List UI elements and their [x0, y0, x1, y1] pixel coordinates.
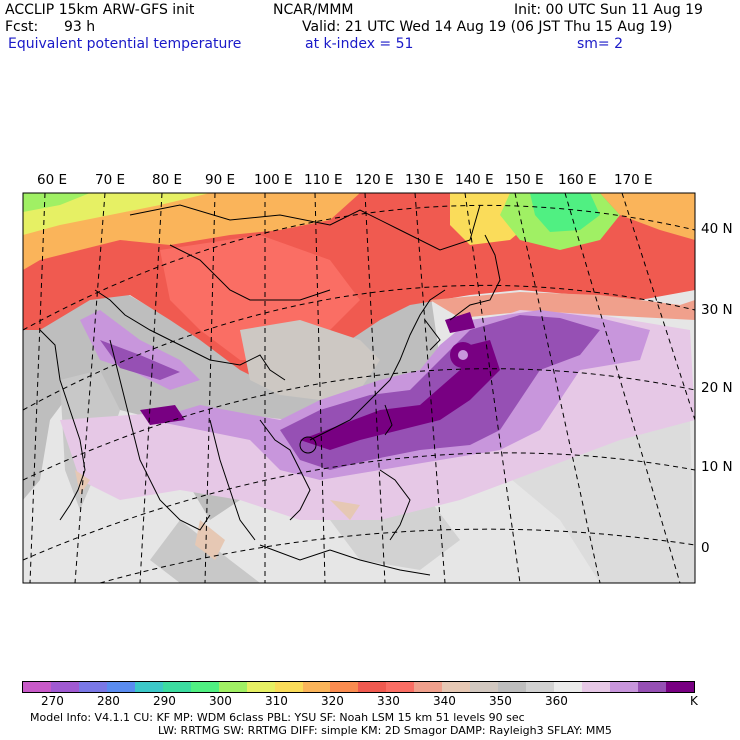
colorbar-label-360: 360	[545, 694, 568, 708]
colorbar-swatch-12	[358, 682, 387, 692]
colorbar-label-310: 310	[265, 694, 288, 708]
lon-label-90e: 90 E	[205, 172, 235, 188]
colorbar-unit: K	[690, 694, 698, 708]
lat-label-20n: 20 N	[701, 380, 733, 396]
smoothing: sm= 2	[577, 36, 624, 52]
colorbar-swatch-21	[610, 682, 638, 692]
map-border	[22, 192, 696, 584]
center-label: NCAR/MMM	[273, 2, 354, 18]
colorbar-swatch-14	[414, 682, 443, 692]
colorbar-label-290: 290	[153, 694, 176, 708]
field-name: Equivalent potential temperature	[8, 36, 242, 52]
lon-label-160e: 160 E	[558, 172, 597, 188]
colorbar-swatch-23	[665, 682, 694, 692]
fcst-value: 93 h	[64, 19, 96, 35]
lat-label-30n: 30 N	[701, 302, 733, 318]
colorbar-swatch-11	[330, 682, 359, 692]
colorbar-label-320: 320	[321, 694, 344, 708]
coastlines	[39, 204, 501, 576]
field-shading	[23, 193, 695, 583]
init-time: Init: 00 UTC Sun 11 Aug 19	[514, 2, 703, 18]
colorbar-swatch-20	[582, 682, 611, 692]
fcst-label: Fcst:	[5, 19, 39, 35]
lat-label-0: 0	[701, 540, 710, 556]
colorbar-swatch-6	[190, 682, 219, 692]
colorbar-swatch-16	[470, 682, 499, 692]
colorbar-swatch-10	[302, 682, 331, 692]
lat-label-40n: 40 N	[701, 221, 733, 237]
colorbar-swatch-4	[134, 682, 163, 692]
colorbar-swatch-13	[386, 682, 415, 692]
colorbar-label-300: 300	[209, 694, 232, 708]
colorbar	[22, 681, 695, 693]
colorbar-label-340: 340	[433, 694, 456, 708]
lon-label-150e: 150 E	[505, 172, 544, 188]
colorbar-swatch-7	[218, 682, 247, 692]
colorbar-swatch-8	[246, 682, 275, 692]
lon-label-60e: 60 E	[37, 172, 67, 188]
lon-label-120e: 120 E	[355, 172, 394, 188]
colorbar-swatch-15	[442, 682, 471, 692]
colorbar-label-350: 350	[489, 694, 512, 708]
lon-label-130e: 130 E	[405, 172, 444, 188]
lon-label-80e: 80 E	[152, 172, 182, 188]
lon-label-140e: 140 E	[455, 172, 494, 188]
colorbar-swatch-3	[106, 682, 135, 692]
colorbar-swatch-5	[162, 682, 191, 692]
colorbar-swatch-0	[23, 682, 51, 692]
colorbar-label-270: 270	[41, 694, 64, 708]
lon-label-100e: 100 E	[254, 172, 293, 188]
colorbar-swatch-19	[554, 682, 583, 692]
colorbar-swatch-17	[498, 682, 527, 692]
lat-label-10n: 10 N	[701, 459, 733, 475]
colorbar-label-330: 330	[377, 694, 400, 708]
colorbar-swatch-2	[78, 682, 107, 692]
colorbar-swatch-22	[637, 682, 666, 692]
colorbar-swatch-9	[274, 682, 303, 692]
model-info-line2: LW: RRTMG SW: RRTMG DIFF: simple KM: 2D …	[158, 724, 612, 737]
colorbar-swatch-18	[526, 682, 555, 692]
colorbar-swatch-1	[50, 682, 79, 692]
colorbar-label-280: 280	[97, 694, 120, 708]
lon-label-170e: 170 E	[614, 172, 653, 188]
model-title: ACCLIP 15km ARW-GFS init	[5, 2, 195, 18]
valid-time: Valid: 21 UTC Wed 14 Aug 19 (06 JST Thu …	[302, 19, 673, 35]
model-info-line1: Model Info: V4.1.1 CU: KF MP: WDM 6class…	[30, 711, 525, 724]
lon-label-110e: 110 E	[304, 172, 343, 188]
graticule	[23, 193, 695, 583]
lon-label-70e: 70 E	[95, 172, 125, 188]
level-index: at k-index = 51	[305, 36, 414, 52]
